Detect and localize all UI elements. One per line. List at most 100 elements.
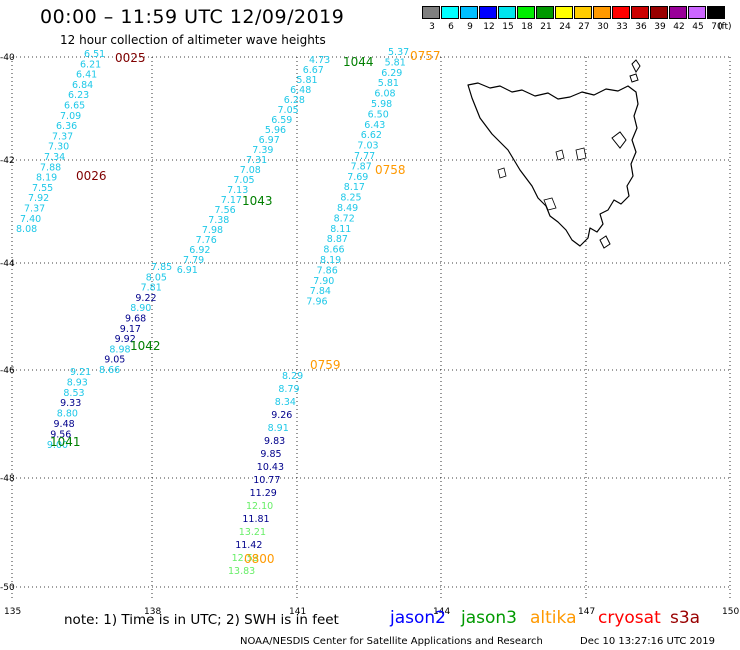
colorbar-label: 42 [673, 22, 685, 32]
wave-height-value: 6.41 [76, 70, 97, 81]
colorbar-label: 36 [635, 22, 647, 32]
pass-time-label: 1042 [130, 339, 161, 353]
tasmania-coastline [467, 59, 641, 249]
map-subtitle: 12 hour collection of altimeter wave hei… [60, 33, 326, 47]
colorbar-swatch [631, 6, 649, 19]
wave-height-value: 7.88 [40, 162, 61, 173]
colorbar-label: 33 [616, 22, 628, 32]
wave-height-value: 7.85 [151, 262, 172, 273]
wave-height-value: 8.66 [323, 245, 344, 256]
latitude-tick-label: -44 [0, 259, 15, 269]
altimeter-passes: 6.516.216.416.846.236.657.096.367.377.30… [16, 47, 441, 577]
wave-height-value: 7.09 [60, 111, 81, 122]
wave-height-value: 6.65 [64, 101, 85, 112]
colorbar-label: 18 [521, 22, 533, 32]
wave-height-value: 8.19 [36, 173, 57, 184]
island-outline [611, 131, 627, 149]
wave-height-value: 5.81 [296, 75, 317, 86]
lake-outline [497, 167, 507, 179]
wave-height-value: 8.91 [268, 423, 289, 434]
wave-height-value: 6.51 [84, 49, 105, 60]
wave-height-value: 9.85 [260, 449, 281, 460]
wave-height-value: 9.17 [120, 324, 141, 335]
wave-height-value: 6.91 [177, 265, 198, 276]
wave-height-value: 7.39 [252, 145, 273, 156]
wave-height-value: 6.97 [259, 135, 280, 146]
longitude-tick-label: 138 [144, 607, 161, 617]
wave-height-value: 9.83 [264, 436, 285, 447]
wave-height-value: 8.93 [67, 377, 88, 388]
colorbar-label: 3 [429, 22, 435, 32]
colorbar-label: 24 [559, 22, 571, 32]
wave-height-value: 4.73 [309, 55, 330, 66]
colorbar-label: 6 [448, 22, 454, 32]
generated-timestamp: Dec 10 13:27:16 UTC 2019 [580, 636, 715, 647]
wave-height-value: 9.33 [60, 398, 81, 409]
latitude-tick-label: -46 [0, 366, 15, 376]
wave-height-value: 8.66 [99, 365, 120, 376]
latitude-tick-label: -40 [0, 53, 15, 63]
wave-height-value: 7.98 [202, 225, 223, 236]
pass-time-label: 1043 [242, 194, 273, 208]
wave-height-value: 7.86 [317, 265, 338, 276]
tasmania-mainland-outline [467, 82, 639, 247]
island-outline [599, 235, 611, 249]
wave-height-value: 8.11 [330, 224, 351, 235]
wave-height-value: 12.10 [246, 501, 273, 512]
wave-height-value: 9.56 [50, 429, 71, 440]
wave-height-value: 7.17 [221, 195, 242, 206]
island-outline [629, 73, 639, 83]
wave-height-value: 7.37 [24, 204, 45, 215]
wave-height-value: 8.05 [146, 272, 167, 283]
longitude-tick-label: 135 [4, 607, 21, 617]
wave-height-value: 7.84 [310, 286, 331, 297]
pass-time-label: 0026 [76, 169, 107, 183]
satellite-legend-entry: jason2 [390, 608, 446, 628]
wave-height-value: 11.29 [250, 488, 277, 499]
wave-height-value: 11.42 [235, 540, 262, 551]
colorbar-label: 12 [483, 22, 495, 32]
wave-height-value: 8.49 [337, 203, 358, 214]
wave-height-value: 7.76 [196, 235, 217, 246]
colorbar-swatch [688, 6, 706, 19]
wave-height-value: 12.53 [232, 553, 259, 564]
wave-height-value: 7.37 [52, 131, 73, 142]
wave-height-value: 6.28 [284, 95, 305, 106]
wave-height-value: 7.31 [246, 155, 267, 166]
longitude-tick-label: 147 [578, 607, 595, 617]
colorbar-swatch [707, 6, 725, 19]
wave-height-value: 5.96 [265, 125, 286, 136]
pass-time-label: 0759 [310, 358, 341, 372]
wave-height-value: 7.81 [141, 283, 162, 294]
wave-height-value: 7.55 [32, 183, 53, 194]
colorbar-swatch [441, 6, 459, 19]
wave-height-value: 10.77 [253, 475, 280, 486]
colorbar-swatch [422, 6, 440, 19]
colorbar-swatch [612, 6, 630, 19]
lat-lon-grid [11, 56, 731, 600]
wave-height-value: 8.08 [16, 224, 37, 235]
wave-height-value: 9.48 [54, 419, 75, 430]
satellite-legend-entry: jason3 [461, 608, 517, 628]
lake-outline [543, 197, 557, 211]
wave-height-value: 8.80 [57, 409, 78, 420]
wave-height-value: 9.05 [104, 355, 125, 366]
wave-height-value: 9.22 [135, 293, 156, 304]
wave-height-value: 7.30 [48, 142, 69, 153]
longitude-tick-label: 150 [722, 607, 739, 617]
wave-height-value: 11.81 [242, 514, 269, 525]
island-outline [631, 59, 641, 73]
wave-height-value: 6.62 [361, 130, 382, 141]
colorbar-swatch [460, 6, 478, 19]
colorbar-label: 70 [711, 22, 723, 32]
colorbar-swatch [593, 6, 611, 19]
pass-time-label: 1044 [343, 55, 374, 69]
wave-height-value: 6.36 [56, 121, 77, 132]
colorbar-swatch [669, 6, 687, 19]
colorbar-label: 45 [692, 22, 704, 32]
axis-labels: 135 138 141 144 147 150 -40 -42 -44 -46 -48 -50 [0, 53, 739, 617]
satellite-legend-entry: altika [530, 608, 577, 628]
wave-height-value: 9.21 [70, 367, 91, 378]
wave-height-value: 8.53 [63, 388, 84, 399]
